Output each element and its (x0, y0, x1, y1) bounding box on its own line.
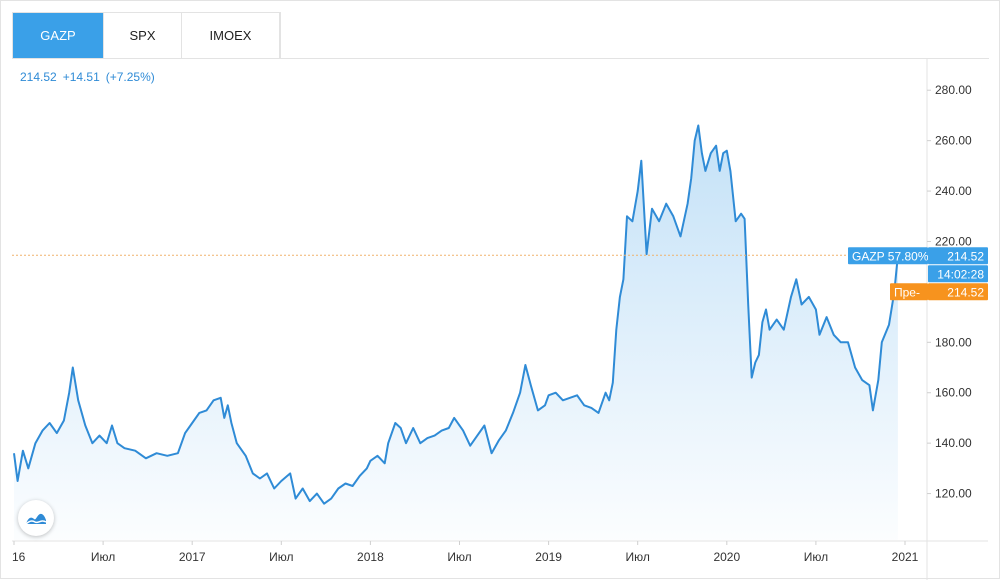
x-tick-label: 2017 (179, 550, 206, 564)
x-tick-label: Июл (91, 550, 115, 564)
x-tick-label: Июл (269, 550, 293, 564)
series-name-badge: GAZP 57.80% (852, 249, 929, 263)
y-tick-label: 180.00 (935, 335, 972, 349)
tab-gazp[interactable]: GAZP (13, 13, 104, 58)
series-line (13, 124, 899, 505)
price-change-pct: (+7.25%) (105, 70, 155, 84)
y-tick-label: 120.00 (935, 487, 972, 501)
price-header: 214.52 +14.51 (+7.25%) (20, 70, 161, 84)
tradingview-logo-icon[interactable] (18, 500, 54, 536)
pre-market-badge-bg (890, 283, 928, 301)
time-badge: 14:02:28 (937, 267, 984, 281)
tab-imoex[interactable]: IMOEX (182, 13, 280, 58)
y-tick-label: 160.00 (935, 386, 972, 400)
x-tick-label: 2019 (535, 550, 562, 564)
series-area-fill (14, 125, 898, 540)
pre-market-badge: Пре- (894, 285, 920, 299)
y-tick-label: 260.00 (935, 134, 972, 148)
last-price: 214.52 (20, 70, 57, 84)
time-badge-bg (928, 265, 988, 283)
series-value-badge: 214.52 (947, 249, 984, 263)
pre-market-value-badge-bg (928, 283, 988, 301)
x-tick-label: Июл (447, 550, 471, 564)
tabs-divider (12, 58, 989, 59)
y-tick-label: 280.00 (935, 83, 972, 97)
price-chart[interactable]: 120.00140.00160.00180.00200.00220.00240.… (12, 59, 988, 580)
symbol-tabs: GAZP SPX IMOEX (12, 12, 281, 58)
series-value-badge-bg (928, 247, 988, 265)
x-tick-label: 2018 (357, 550, 384, 564)
y-tick-label: 220.00 (935, 234, 972, 248)
y-tick-label: 140.00 (935, 436, 972, 450)
x-tick-label: 2021 (892, 550, 919, 564)
series-name-badge-bg (848, 247, 928, 265)
pre-market-value-badge: 214.52 (947, 285, 984, 299)
price-change: +14.51 (62, 70, 100, 84)
y-tick-label: 240.00 (935, 184, 972, 198)
x-tick-label: 16 (12, 550, 26, 564)
tab-spx[interactable]: SPX (104, 13, 182, 58)
x-tick-label: 2020 (713, 550, 740, 564)
x-tick-label: Июл (626, 550, 650, 564)
x-tick-label: Июл (804, 550, 828, 564)
